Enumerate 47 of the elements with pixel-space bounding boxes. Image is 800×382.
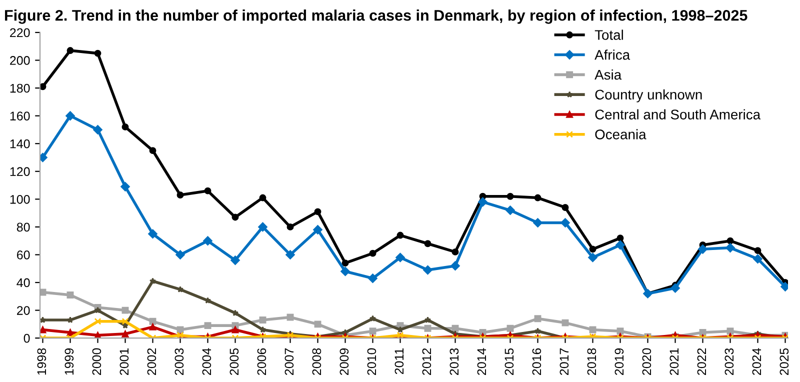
y-tick-label: 40 [16,278,30,288]
x-tick-label: 2014 [477,348,486,375]
x-tick-label: 2018 [587,348,596,375]
y-tick-label: 80 [16,222,30,232]
y-tick-label: 100 [10,194,30,204]
x-tick-label: 2010 [367,348,376,375]
y-tick-label: 140 [10,139,30,148]
y-tick-label: 60 [17,250,30,260]
legend-label: Oceania [595,129,646,140]
legend-label: Central and South America [595,109,761,120]
x-tick-label: 2006 [257,348,266,375]
x-tick-label: 2004 [202,348,212,375]
x-tick-label: 2017 [560,348,569,375]
x-tick-label: 2009 [340,348,349,375]
x-tick-label: 2011 [394,348,404,374]
x-tick-label: 2000 [92,348,102,375]
x-tick-label: 2022 [697,348,706,375]
x-tick-label: 2024 [752,348,762,375]
y-tick-label: 160 [10,112,30,120]
y-tick-label: 200 [10,56,30,65]
x-tick-label: 2015 [504,348,514,375]
chart-title: Figure 2. Trend in the number of imported malaria cases in Denmark, by region of infection, 1998–2025 [5,10,748,24]
y-tick-label: 20 [17,306,30,315]
x-tick-label: 2003 [174,348,184,375]
x-tick-label: 2008 [312,348,322,375]
y-tick-label: 220 [10,28,30,38]
legend-label: Total [594,30,623,40]
x-tick-label: 2002 [147,348,156,375]
legend-label: Asia [594,69,622,80]
x-tick-label: 2007 [284,348,294,375]
x-tick-label: 2020 [642,348,652,375]
legend-label: Country unknown [595,89,702,102]
x-tick-label: 2013 [450,348,459,375]
x-tick-label: 2005 [230,348,239,375]
x-tick-label: 2023 [724,348,734,375]
x-tick-label: 2012 [422,348,432,375]
y-tick-label: 0 [24,334,30,343]
x-tick-label: 2021 [670,348,679,375]
x-tick-label: 2019 [614,348,624,375]
y-tick-label: 180 [10,84,30,93]
y-tick-label: 120 [10,167,30,176]
x-tick-label: 1999 [64,348,74,375]
x-tick-label: 2001 [120,348,129,375]
x-tick-label: 1998 [37,348,46,375]
x-tick-label: 2016 [532,348,542,375]
legend-label: Africa [594,50,630,60]
x-tick-label: 2025 [780,348,789,375]
